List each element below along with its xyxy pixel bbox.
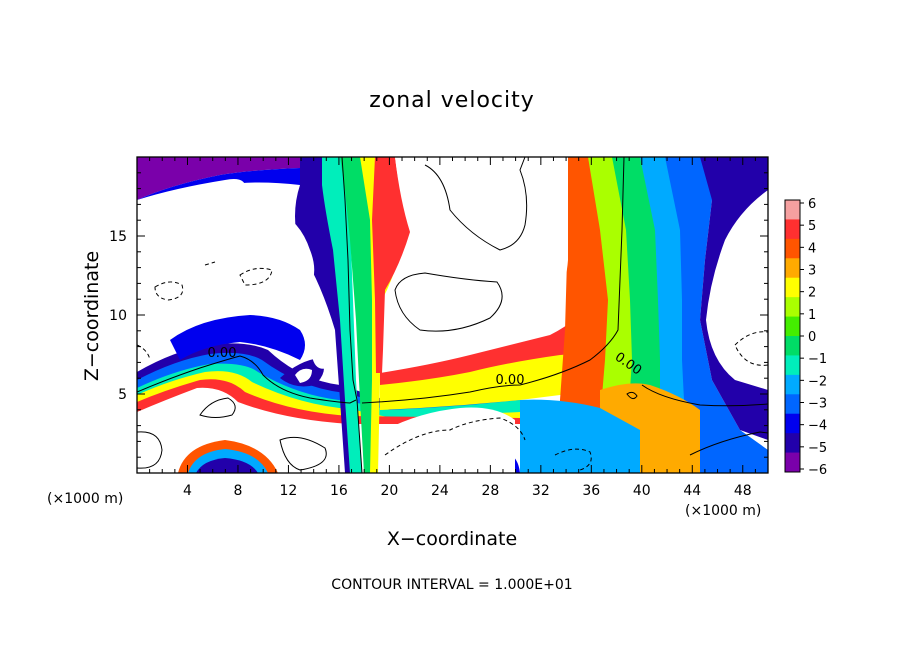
x-tick-label: 16 [330,483,348,499]
colorbar-swatch [785,394,800,415]
colorbar-tick-label: −1 [808,352,827,367]
contour-solid [394,272,503,332]
colorbar-tick-label: −2 [808,374,827,389]
field-band [196,458,258,473]
y-tick-label: 10 [109,308,127,324]
field-band [170,315,305,360]
colorbar-swatch [785,355,800,376]
x-tick-label: 28 [481,483,499,499]
contour-solid [341,157,363,473]
x-tick-label: 24 [431,483,449,499]
x-tick-label: 48 [734,483,752,499]
field-band [520,399,640,473]
field-band [665,157,768,473]
contour-dashed [204,261,216,266]
colorbar-tick-label: 6 [808,197,816,212]
field-band [312,344,333,369]
contour-solid [424,157,528,251]
colorbar-tick-label: 2 [808,286,816,301]
colorbar: 6 5 4 3 2 1 0 −1 −2 −3 −4 −5 −6 [784,197,827,478]
y-tick-label: 5 [118,387,127,403]
colorbar-tick-label: −4 [808,419,827,434]
field-band [137,168,300,210]
x-tick-label: 40 [633,483,651,499]
contour-label: 0.00 [496,373,525,388]
colorbar-swatch [785,200,800,220]
x-tick-label: 20 [380,483,398,499]
velocity-field [137,157,768,473]
colorbar-tick-label: 3 [808,264,816,279]
contour-dashed [384,417,526,456]
field-band [385,157,568,365]
colorbar-swatch [785,277,800,298]
y-tick-label: 15 [109,229,127,245]
contour-solid [641,384,768,407]
field-band [372,157,410,373]
field-band [715,195,768,380]
x-unit-label: (×1000 m) [685,503,762,519]
chart-title: zonal velocity [369,88,535,113]
field-band [340,157,378,473]
x-tick-label: 4 [183,483,192,499]
field-band [380,352,600,410]
x-tick-label: 12 [280,483,298,499]
colorbar-tick-label: 5 [808,219,816,234]
colorbar-tick-label: −3 [808,397,827,412]
colorbar-swatch [785,258,800,279]
contour-solid [361,157,625,404]
colorbar-swatch [785,219,800,240]
colorbar-swatch [785,238,800,259]
contour-solid [137,431,163,469]
colorbar-swatch [785,374,800,395]
contour-dashed [137,344,151,361]
contour-dashed [239,267,273,286]
colorbar-tick-label: −6 [808,463,827,478]
colorbar-tick-label: 0 [808,330,816,345]
contour-solid [137,355,357,404]
contour-dashed [554,448,592,471]
colorbar-tick-label: 1 [808,308,816,323]
x-tick-label: 32 [532,483,550,499]
field-band [295,368,312,383]
colorbar-swatch [785,316,800,337]
colorbar-tick-label: −5 [808,441,827,456]
colorbar-swatch [785,433,800,454]
colorbar-swatch [785,336,800,356]
colorbar-swatch [785,413,800,434]
x-tick-label: 8 [233,483,242,499]
contour-interval-note: CONTOUR INTERVAL = 1.000E+01 [331,577,573,593]
contour-solid [689,431,768,456]
contour-solid [279,436,327,471]
field-band [385,407,515,473]
field-band [137,157,300,200]
colorbar-tick-label: 4 [808,241,816,256]
contour-solid [199,397,236,418]
colorbar-swatch [785,297,800,318]
field-band [322,157,362,473]
field-band [700,157,768,440]
field-band [137,179,315,350]
x-tick-label: 36 [582,483,600,499]
y-unit-label: (×1000 m) [47,491,124,507]
y-axis-label: Z−coordinate [81,250,103,382]
contour-solid [626,391,638,400]
x-tick-label: 44 [683,483,701,499]
contour-dashed [154,281,184,301]
colorbar-swatch [785,452,800,473]
contour-label: 0.00 [208,346,237,361]
x-axis-label: X−coordinate [386,528,518,550]
